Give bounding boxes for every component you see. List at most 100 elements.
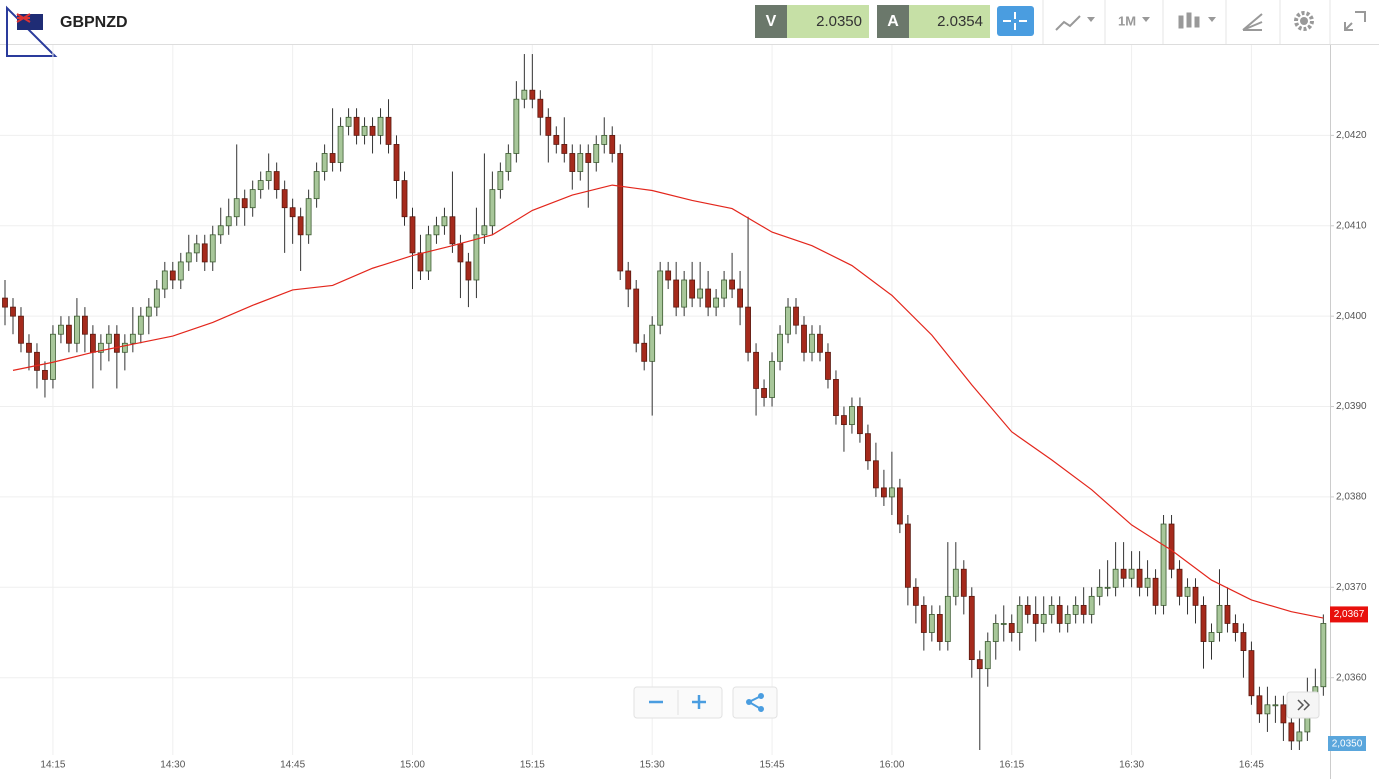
candle-body <box>1168 523 1175 570</box>
candle-body <box>425 234 432 272</box>
candle-body <box>904 523 911 588</box>
candle-body <box>1296 731 1303 742</box>
candle-body <box>433 225 440 236</box>
symbol: GBPNZD <box>60 14 128 31</box>
share-button[interactable] <box>732 686 778 719</box>
candle-body <box>1032 614 1039 624</box>
ask-tag: A <box>887 13 899 30</box>
candle-body <box>97 342 104 353</box>
candle-body <box>329 153 336 163</box>
candle-body <box>273 171 280 191</box>
candle-body <box>865 433 871 462</box>
candle-body <box>1144 577 1151 588</box>
x-tick-label: 14:15 <box>40 760 65 771</box>
candle-body <box>593 144 600 163</box>
candle-body <box>577 153 584 172</box>
timeframe[interactable]: 1M <box>1118 13 1136 28</box>
candle-body <box>745 306 751 353</box>
ask-tag-box[interactable] <box>877 5 909 38</box>
scroll-right-icon <box>1297 699 1311 711</box>
candle-body <box>82 315 88 335</box>
candle-body <box>1320 623 1327 688</box>
candle-body <box>641 342 648 362</box>
candle-body <box>497 171 504 191</box>
candle-body <box>912 586 919 606</box>
candle-body <box>369 125 376 136</box>
candle-body <box>281 189 288 209</box>
candle-body <box>1000 623 1007 625</box>
toolbar <box>0 0 1379 44</box>
bid-tag: V <box>766 13 777 30</box>
candle-body <box>417 252 424 272</box>
bid-tag-box[interactable] <box>755 5 787 38</box>
x-tick-label: 15:45 <box>760 760 785 771</box>
candle-body <box>920 604 927 633</box>
x-tick-label: 15:15 <box>520 760 545 771</box>
candle-body <box>1248 650 1255 697</box>
drawing-icon[interactable] <box>1242 13 1263 31</box>
candle-body <box>888 487 895 498</box>
candle-body <box>529 89 536 100</box>
ask-price: 2.0354 <box>937 13 983 30</box>
y-tick-label: 2,0360 <box>1336 672 1367 683</box>
candle-body <box>561 144 568 154</box>
candle-body <box>857 406 863 435</box>
candle-body <box>177 261 184 281</box>
candle-body <box>457 243 464 263</box>
candle-body <box>1096 586 1103 597</box>
candle-body <box>1264 704 1271 715</box>
candle-body <box>393 144 400 181</box>
candle-body <box>721 279 727 299</box>
last-price-box <box>1330 606 1368 623</box>
ask-box[interactable] <box>909 5 990 38</box>
candle-body <box>1160 523 1167 606</box>
y-tick-label: 2,0390 <box>1336 401 1367 412</box>
candle-body <box>129 333 136 344</box>
candle-body <box>337 125 344 163</box>
candle-body <box>769 360 775 398</box>
candle-body <box>1240 632 1247 651</box>
candle-body <box>713 297 720 308</box>
candle-body <box>233 198 240 218</box>
fullscreen-icon[interactable] <box>1344 11 1366 31</box>
moving-average <box>12 184 1324 619</box>
candle-body <box>976 659 983 670</box>
dropdown-arrow <box>1087 17 1095 22</box>
candle-body <box>10 306 16 317</box>
settings-icon[interactable] <box>1294 11 1314 31</box>
chart-type-icon[interactable] <box>1055 15 1081 31</box>
candle-body <box>657 270 664 326</box>
zoom-in[interactable] <box>692 695 706 709</box>
candle-body <box>649 324 656 362</box>
candle-body <box>633 288 640 344</box>
candle-body <box>137 315 144 335</box>
candle-body <box>18 315 24 344</box>
candle-body <box>729 279 735 290</box>
candle-body <box>297 216 304 236</box>
candle-body <box>257 180 264 191</box>
dropdown-arrow <box>1208 17 1216 22</box>
candle-body <box>385 116 392 145</box>
candles-icon[interactable] <box>1178 12 1200 29</box>
crosshair-icon <box>1003 12 1027 30</box>
candle-body <box>465 261 472 281</box>
candle-body <box>984 641 991 670</box>
candle-body <box>1256 695 1263 715</box>
candle-body <box>409 216 416 254</box>
candle-body <box>992 623 999 642</box>
candle-body <box>928 614 935 633</box>
share-dot <box>758 706 764 712</box>
candle-body <box>377 116 384 136</box>
crosshair-button[interactable] <box>997 6 1034 36</box>
candle-body <box>777 333 783 362</box>
candle-body <box>513 98 520 154</box>
candle-body <box>1136 568 1143 588</box>
candle-body <box>345 116 352 127</box>
y-tick-label: 2,0400 <box>1336 311 1367 322</box>
bid-box[interactable] <box>787 5 869 38</box>
candle-body <box>625 270 632 290</box>
candle-body <box>825 351 831 380</box>
candle-body <box>1200 604 1207 642</box>
dropdown-arrow <box>1142 17 1150 22</box>
